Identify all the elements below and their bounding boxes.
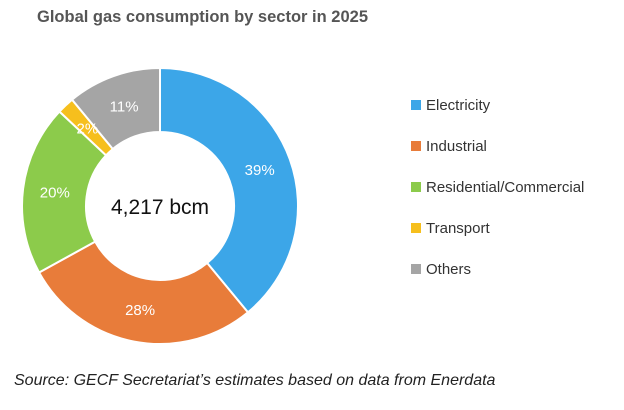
- chart-title: Global gas consumption by sector in 2025: [37, 8, 368, 26]
- legend-swatch-residential-commercial: [411, 182, 421, 192]
- slices-group: [21, 66, 299, 345]
- slice-residential-commercial: [21, 110, 108, 274]
- slice-label-transport: 2%: [77, 121, 99, 138]
- legend-swatch-others: [411, 264, 421, 274]
- slice-industrial: [37, 240, 250, 345]
- center-label: 4,217 bcm: [111, 196, 209, 219]
- slice-label-others: 11%: [110, 98, 139, 115]
- slice-label-residential-commercial: 20%: [40, 185, 70, 202]
- slice-electricity: [159, 66, 299, 314]
- legend-swatch-transport: [411, 223, 421, 233]
- legend-label-transport: Transport: [426, 220, 490, 237]
- legend-label-others: Others: [426, 261, 471, 278]
- legend-item-transport: Transport: [411, 220, 490, 237]
- legend-label-industrial: Industrial: [426, 138, 487, 155]
- legend-item-industrial: Industrial: [411, 138, 487, 155]
- legend-label-electricity: Electricity: [426, 97, 491, 114]
- slice-label-electricity: 39%: [245, 162, 275, 179]
- legend-swatch-industrial: [411, 141, 421, 151]
- legend-label-residential-commercial: Residential/Commercial: [426, 179, 584, 196]
- legend: Electricity Industrial Residential/Commerc…: [411, 97, 584, 278]
- legend-swatch-electricity: [411, 100, 421, 110]
- slice-labels-group: 39% 28% 20% 2% 11%: [40, 98, 275, 319]
- legend-item-residential-commercial: Residential/Commercial: [411, 179, 584, 196]
- slice-label-industrial: 28%: [125, 302, 155, 319]
- legend-item-others: Others: [411, 261, 471, 278]
- legend-item-electricity: Electricity: [411, 97, 491, 114]
- source-note: Source: GECF Secretariat’s estimates bas…: [14, 372, 496, 389]
- slice-others: [70, 66, 161, 151]
